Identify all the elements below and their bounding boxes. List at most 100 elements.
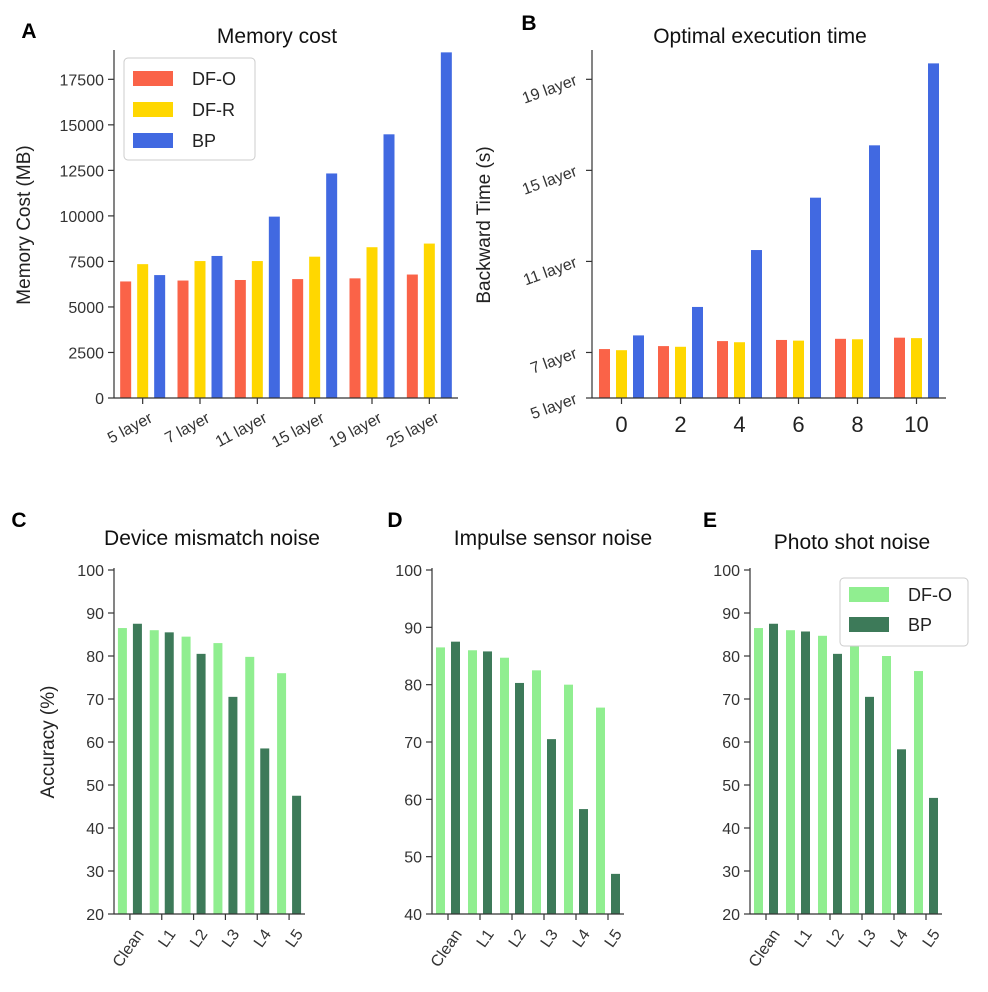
bar-bp-5-layer [154,275,166,398]
y-axis-title: Backward Time (s) [474,146,495,303]
bar-df-r-7-layer [194,261,206,398]
x-tick-label: L4 [888,926,912,950]
bar-bp-0 [633,335,644,398]
y-tick-label: 7500 [68,254,104,271]
bar-df-r-10 [911,338,922,398]
y-tick-label: 90 [86,606,104,623]
x-tick-label: L5 [283,926,307,950]
x-tick-label: 5 layer [105,409,156,447]
bar-bp-6 [810,197,821,398]
y-tick-label: 90 [722,606,740,623]
x-tick-label: 7 layer [162,409,213,447]
legend-swatch-bp [849,617,889,632]
panel-b: B Optimal execution time 5 layer 7 layer 11 … [474,12,946,437]
bar-bp-l5 [292,795,302,914]
y-tick-label: 12500 [60,163,105,180]
bar-df-r-2 [675,346,686,398]
bar-df-o-15-layer [292,279,304,398]
legend: DF-O DF-R BP [123,57,256,161]
x-tick-label: Clean [746,927,784,971]
y-tick-label: 50 [722,778,740,795]
panel-d: D Impulse sensor noise 40 50 60 70 80 90 100 Clea… [387,509,652,971]
bar-bp-l4 [579,809,588,914]
bar-df-r-25-layer [423,243,435,398]
legend-label: DF-O [192,69,236,89]
x-tick-label: L1 [155,926,179,950]
bar-bp-l3 [547,739,556,914]
y-tick-label: 30 [86,864,104,881]
bar-bp-7-layer [211,255,223,398]
bar-df-r-11-layer [251,261,263,398]
bar-bp-l5 [611,873,620,914]
y-tick-label: 10000 [60,209,105,226]
x-tick-label: 2 [674,412,686,437]
bar-df-o-l4 [882,656,891,914]
x-tick-label: L4 [570,926,594,950]
legend-swatch-df-o [133,71,173,86]
y-tick-label: 50 [404,850,422,867]
y-tick-label: 60 [404,792,422,809]
x-tick-label: L5 [920,926,944,950]
chart-title: Memory cost [217,25,337,48]
panel-letter-d: D [387,509,402,532]
legend-label: DF-R [192,100,235,120]
bar-bp-l1 [801,631,810,914]
x-tick-label: 11 layer [213,409,271,450]
bar-df-o-l4 [245,656,255,914]
chart-title: Optimal execution time [653,25,867,48]
y-tick-label: 50 [86,778,104,795]
y-tick-label: 60 [86,735,104,752]
bar-df-r-8 [852,339,863,398]
chart-title: Impulse sensor noise [454,527,652,550]
y-tick-label: 20 [722,907,740,924]
bar-df-o-l3 [532,670,541,914]
x-tick-label: L2 [824,926,848,950]
y-tick-label: 5000 [68,300,104,317]
bar-bp-11-layer [268,216,280,398]
y-tick-label: 80 [404,678,422,695]
y-tick-label: 100 [77,563,104,580]
bar-bp-l2 [196,653,206,914]
bar-df-r-0 [616,350,627,398]
x-tick-label: L2 [506,926,530,950]
bar-df-o-25-layer [406,274,418,398]
bar-df-o-2 [658,346,669,398]
bar-bp-l3 [228,696,238,914]
bar-df-o-19-layer [349,278,361,398]
y-tick-label: 17500 [60,72,105,89]
bar-df-o-5-layer [120,281,132,398]
y-tick-label: 11 layer [521,254,580,289]
y-tick-label: 80 [86,649,104,666]
y-tick-label: 0 [95,391,104,408]
y-tick-label: 19 layer [520,72,580,108]
chart-title: Device mismatch noise [104,527,320,550]
bar-bp-l5 [929,797,938,914]
bar-df-o-l4 [564,684,573,914]
bar-df-r-4 [734,342,745,398]
bar-df-o-l2 [818,635,827,914]
bar-df-o-6 [776,339,787,398]
legend-swatch-bp [133,133,173,148]
x-tick-label: L3 [219,926,243,950]
panel-c: C Device mismatch noise 20 30 40 50 60 70 80 90 10… [11,509,320,971]
x-tick-label: L4 [251,926,275,950]
legend-label: DF-O [908,585,952,605]
bar-df-r-6 [793,340,804,398]
y-tick-label: 90 [404,620,422,637]
y-tick-label: 100 [713,563,740,580]
bar-df-o-l1 [149,630,159,914]
bar-bp-l1 [164,632,174,914]
bar-bp-2 [692,306,703,398]
bar-df-o-l1 [786,630,795,914]
y-tick-label: 60 [722,735,740,752]
panel-a: A Memory cost 0 2500 5000 7500 10000 12500 15000… [14,20,458,451]
y-tick-label: 15000 [60,118,105,135]
x-tick-label: Clean [428,927,466,971]
legend: DF-O BP [839,577,969,647]
bar-df-o-8 [835,338,846,398]
y-tick-label: 40 [86,821,104,838]
x-tick-label: 0 [615,412,627,437]
x-tick-label: 8 [851,412,863,437]
bar-bp-l4 [260,748,270,914]
bar-bp-l4 [897,749,906,914]
